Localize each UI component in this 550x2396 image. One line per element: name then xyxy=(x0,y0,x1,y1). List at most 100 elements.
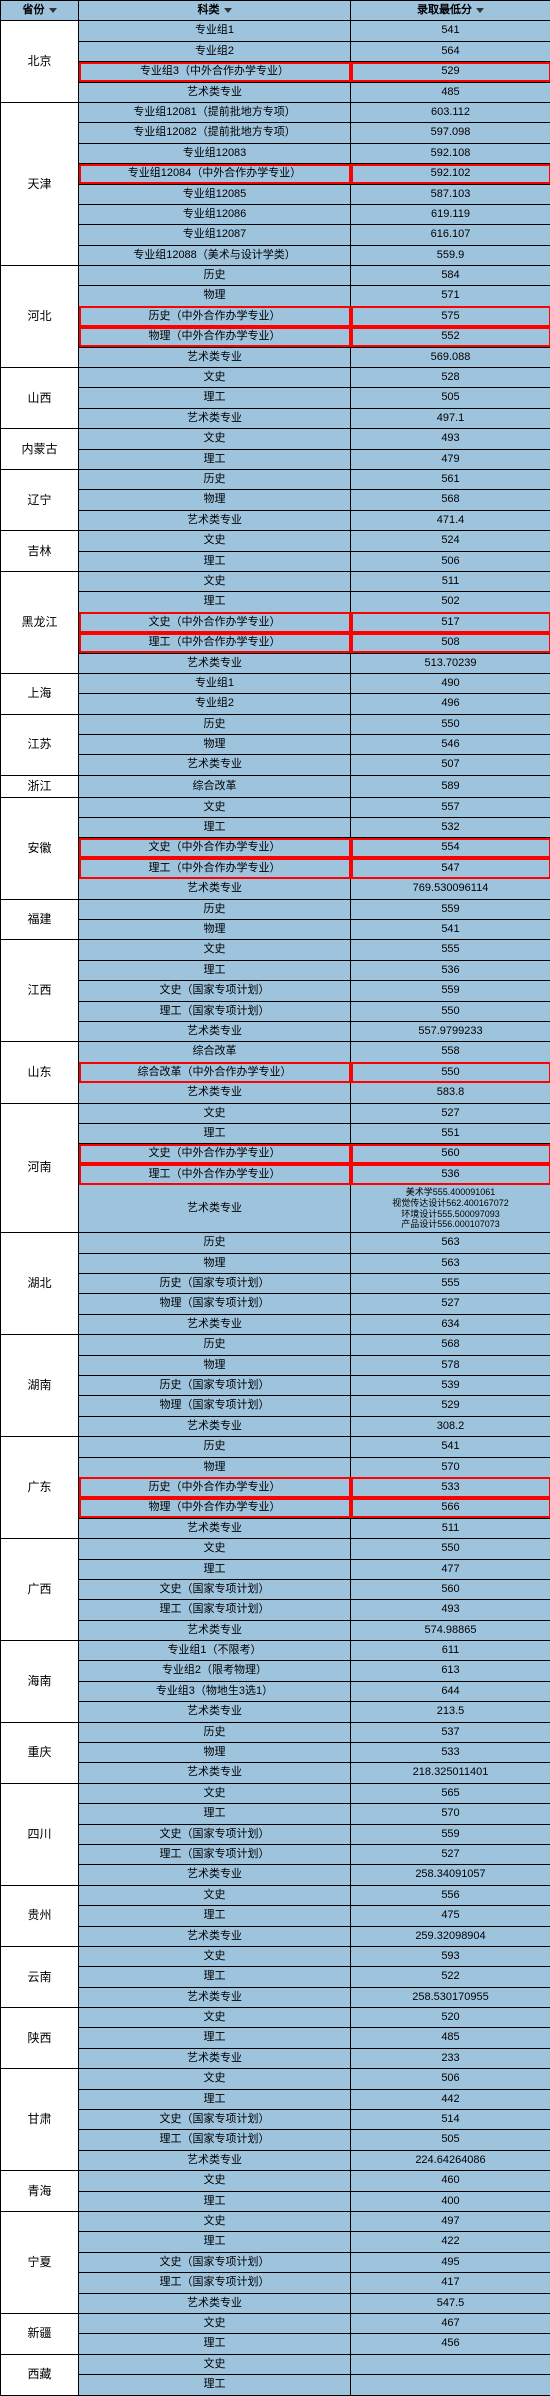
category-cell: 理工 xyxy=(79,2334,351,2354)
category-cell: 艺术类专业 xyxy=(79,2048,351,2068)
score-cell: 597.098 xyxy=(351,123,550,143)
category-cell: 艺术类专业 xyxy=(79,1865,351,1885)
score-cell: 571 xyxy=(351,286,550,306)
filter-icon[interactable] xyxy=(476,8,484,13)
score-cell: 308.2 xyxy=(351,1416,550,1436)
table-row: 湖北历史563 xyxy=(1,1233,550,1253)
table-row: 理工485 xyxy=(1,2028,550,2048)
table-row: 艺术类专业308.2 xyxy=(1,1416,550,1436)
category-cell: 文史 xyxy=(79,2069,351,2089)
table-row: 物理570 xyxy=(1,1457,550,1477)
table-row: 文史（国家专项计划）559 xyxy=(1,1824,550,1844)
table-row: 物理（国家专项计划）527 xyxy=(1,1294,550,1314)
province-cell: 海南 xyxy=(1,1641,79,1723)
table-row: 专业组2564 xyxy=(1,41,550,61)
category-cell: 物理 xyxy=(79,1355,351,1375)
score-cell: 552 xyxy=(351,327,550,347)
score-cell: 555 xyxy=(351,1274,550,1294)
category-cell: 理工（中外合作办学专业） xyxy=(79,858,351,878)
category-cell: 文史 xyxy=(79,1885,351,1905)
filter-icon[interactable] xyxy=(224,8,232,13)
table-row: 艺术类专业485 xyxy=(1,82,550,102)
score-cell: 485 xyxy=(351,82,550,102)
score-cell: 507 xyxy=(351,755,550,775)
header-score[interactable]: 录取最低分 xyxy=(351,1,550,21)
table-row: 艺术类专业258.530170955 xyxy=(1,1987,550,2007)
category-cell: 艺术类专业 xyxy=(79,2293,351,2313)
score-cell: 442 xyxy=(351,2089,550,2109)
table-row: 专业组12086619.119 xyxy=(1,204,550,224)
score-cell: 505 xyxy=(351,2130,550,2150)
table-row: 理工 xyxy=(1,2375,550,2395)
table-row: 理工475 xyxy=(1,1906,550,1926)
category-cell: 艺术类专业 xyxy=(79,2150,351,2170)
table-row: 历史（中外合作办学专业）575 xyxy=(1,306,550,326)
table-row: 艺术类专业634 xyxy=(1,1314,550,1334)
table-row: 物理（国家专项计划）529 xyxy=(1,1396,550,1416)
table-row: 艺术类专业557.9799233 xyxy=(1,1021,550,1041)
province-cell: 湖南 xyxy=(1,1335,79,1437)
category-cell: 文史 xyxy=(79,571,351,591)
score-cell: 536 xyxy=(351,960,550,980)
table-row: 综合改革（中外合作办学专业）550 xyxy=(1,1062,550,1082)
score-cell: 522 xyxy=(351,1967,550,1987)
category-cell: 理工 xyxy=(79,1804,351,1824)
category-cell: 文史 xyxy=(79,531,351,551)
score-cell: 566 xyxy=(351,1498,550,1518)
score-cell: 259.32098904 xyxy=(351,1926,550,1946)
table-row: 辽宁历史561 xyxy=(1,469,550,489)
category-cell: 艺术类专业 xyxy=(79,347,351,367)
category-cell: 专业组2 xyxy=(79,41,351,61)
category-cell: 理工 xyxy=(79,388,351,408)
category-cell: 物理 xyxy=(79,1457,351,1477)
table-row: 艺术类专业574.98865 xyxy=(1,1620,550,1640)
category-cell: 艺术类专业 xyxy=(79,1987,351,2007)
category-cell: 理工 xyxy=(79,449,351,469)
score-cell: 513.70239 xyxy=(351,653,550,673)
category-cell: 理工（国家专项计划） xyxy=(79,2130,351,2150)
table-row: 理工（国家专项计划）417 xyxy=(1,2273,550,2293)
category-cell: 物理 xyxy=(79,735,351,755)
score-cell: 589 xyxy=(351,775,550,797)
category-cell: 历史 xyxy=(79,714,351,734)
category-cell: 理工（国家专项计划） xyxy=(79,2273,351,2293)
table-row: 贵州文史556 xyxy=(1,1885,550,1905)
score-cell: 233 xyxy=(351,2048,550,2068)
score-cell: 551 xyxy=(351,1123,550,1143)
category-cell: 物理 xyxy=(79,1743,351,1763)
table-row: 理工477 xyxy=(1,1559,550,1579)
score-cell: 517 xyxy=(351,612,550,632)
table-row: 理工（中外合作办学专业）536 xyxy=(1,1164,550,1184)
table-row: 理工422 xyxy=(1,2232,550,2252)
score-cell: 493 xyxy=(351,1600,550,1620)
header-province[interactable]: 省份 xyxy=(1,1,79,21)
score-cell: 514 xyxy=(351,2110,550,2130)
score-cell: 564 xyxy=(351,41,550,61)
category-cell: 理工 xyxy=(79,2089,351,2109)
category-cell: 专业组2 xyxy=(79,694,351,714)
province-cell: 四川 xyxy=(1,1783,79,1885)
table-row: 专业组12085587.103 xyxy=(1,184,550,204)
score-cell: 527 xyxy=(351,1294,550,1314)
category-cell: 专业组1 xyxy=(79,673,351,693)
score-cell: 613 xyxy=(351,1661,550,1681)
province-cell: 陕西 xyxy=(1,2008,79,2069)
header-category[interactable]: 科类 xyxy=(79,1,351,21)
score-cell: 570 xyxy=(351,1457,550,1477)
score-cell: 611 xyxy=(351,1641,550,1661)
score-cell: 471.4 xyxy=(351,510,550,530)
table-row: 物理（中外合作办学专业）566 xyxy=(1,1498,550,1518)
table-row: 海南专业组1（不限考）611 xyxy=(1,1641,550,1661)
category-cell: 理工 xyxy=(79,2028,351,2048)
category-cell: 专业组12088（美术与设计学类） xyxy=(79,245,351,265)
category-cell: 物理 xyxy=(79,1253,351,1273)
province-cell: 山东 xyxy=(1,1042,79,1103)
score-cell: 495 xyxy=(351,2252,550,2272)
table-row: 文史（国家专项计划）495 xyxy=(1,2252,550,2272)
category-cell: 文史 xyxy=(79,2212,351,2232)
score-cell: 477 xyxy=(351,1559,550,1579)
category-cell: 专业组2（限考物理） xyxy=(79,1661,351,1681)
table-row: 艺术类专业511 xyxy=(1,1518,550,1538)
filter-icon[interactable] xyxy=(49,8,57,13)
score-cell: 520 xyxy=(351,2008,550,2028)
